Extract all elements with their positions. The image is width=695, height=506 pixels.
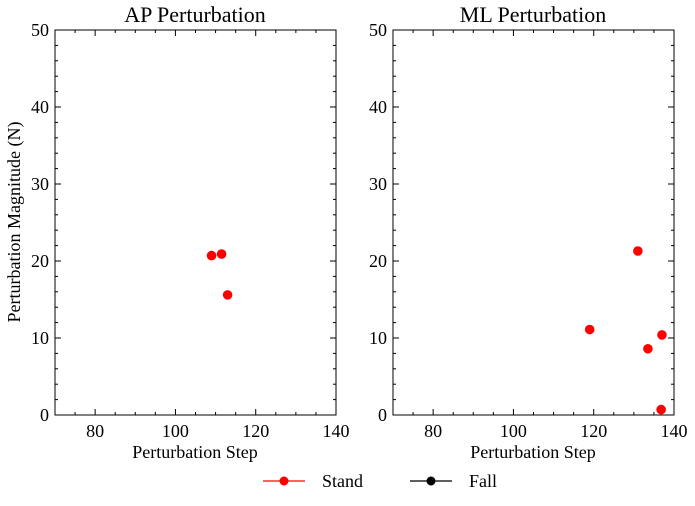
x-tick-label: 140	[323, 421, 350, 441]
data-point-stand	[216, 249, 227, 259]
y-tick-label: 10	[31, 328, 49, 348]
y-tick-label: 10	[369, 328, 387, 348]
x-tick-label: 80	[424, 421, 442, 441]
legend-item-stand: Stand	[263, 471, 363, 491]
y-tick-label: 40	[369, 97, 387, 117]
x-tick-label: 100	[162, 421, 189, 441]
panel-ap-points	[206, 249, 233, 300]
legend: Stand Fall	[263, 471, 497, 491]
panel-ap: AP Perturbation 80 100 120 140 0 10 20 30 40 50 P…	[4, 2, 350, 462]
data-point-stand	[222, 290, 233, 300]
y-axis-label: Perturbation Magnitude (N)	[4, 122, 25, 323]
panel-ml-ticks: 80 100 120 140 0 10 20 30 40 50	[369, 20, 688, 441]
data-point-stand	[633, 246, 643, 256]
y-tick-label: 20	[31, 251, 49, 271]
y-tick-label: 30	[369, 174, 387, 194]
y-tick-label: 20	[369, 251, 387, 271]
x-tick-label: 120	[242, 421, 269, 441]
data-point-stand	[584, 324, 595, 335]
data-point-stand	[206, 250, 217, 261]
y-tick-label: 50	[31, 20, 49, 40]
legend-fall-marker	[426, 476, 436, 486]
y-tick-label: 40	[31, 97, 49, 117]
legend-stand-marker	[279, 476, 289, 486]
panel-ml-title: ML Perturbation	[460, 2, 606, 27]
panel-ap-ticks: 80 100 120 140 0 10 20 30 40 50	[31, 20, 350, 441]
y-tick-label: 0	[40, 405, 49, 425]
panel-ml: ML Perturbation 80 100 120 140 0 10 20 30 40 50 P…	[369, 2, 688, 462]
panel-ml-frame	[392, 29, 675, 416]
legend-stand-label: Stand	[322, 471, 363, 491]
x-tick-label: 100	[500, 421, 527, 441]
legend-item-fall: Fall	[410, 471, 497, 491]
panel-ml-points	[584, 246, 667, 415]
y-tick-label: 50	[369, 20, 387, 40]
data-point-stand	[656, 404, 666, 415]
data-point-stand	[657, 330, 667, 340]
y-tick-label: 0	[378, 405, 387, 425]
x-tick-label: 120	[580, 421, 607, 441]
y-tick-label: 30	[31, 174, 49, 194]
panel-ap-title: AP Perturbation	[124, 2, 266, 27]
panel-ap-xlabel: Perturbation Step	[132, 442, 257, 462]
legend-fall-label: Fall	[469, 471, 497, 491]
panel-ml-xlabel: Perturbation Step	[470, 442, 595, 462]
data-point-stand	[643, 343, 653, 354]
panel-ap-frame	[54, 29, 337, 416]
x-tick-label: 80	[86, 421, 104, 441]
x-tick-label: 140	[661, 421, 688, 441]
